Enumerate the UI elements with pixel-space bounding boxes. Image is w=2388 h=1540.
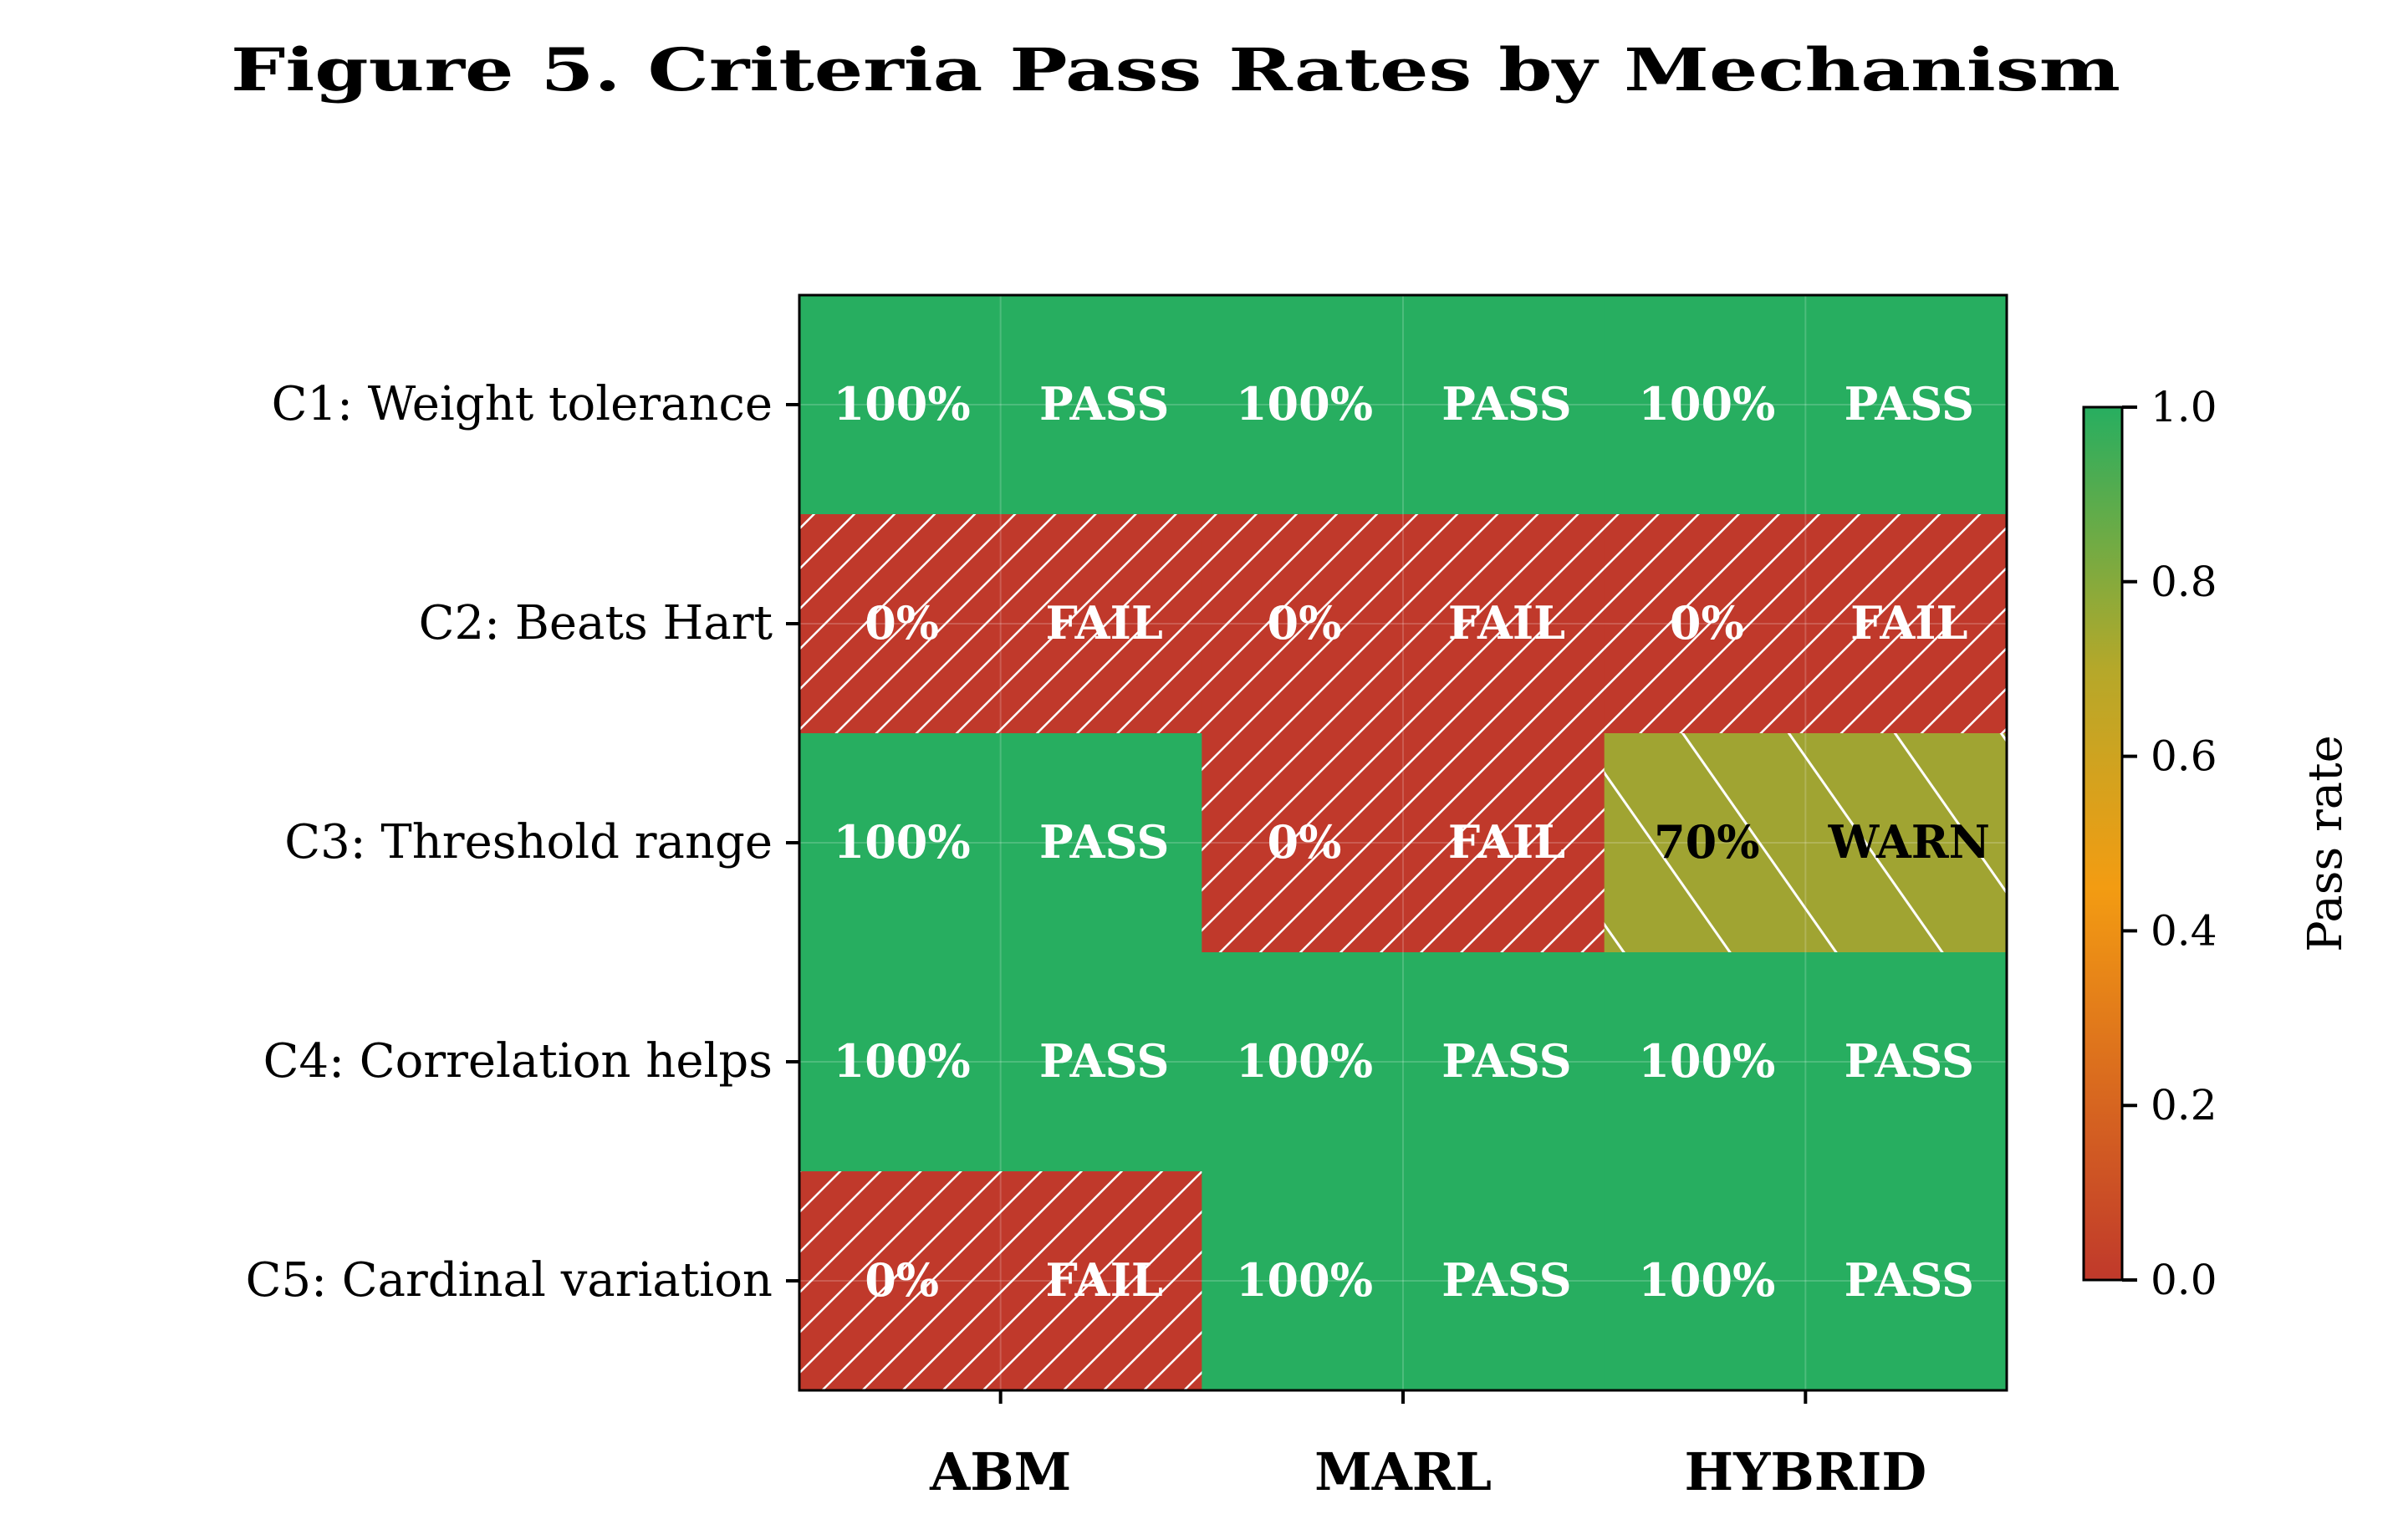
y-tick-label: C1: Weight tolerance — [272, 377, 773, 431]
y-tick-label: C4: Correlation helps — [263, 1034, 773, 1089]
cell-status-label: PASS — [1441, 1253, 1571, 1307]
x-tick-label: HYBRID — [1685, 1441, 1927, 1502]
heatmap-cell — [1202, 952, 1605, 1172]
cell-percent-label: 0% — [1268, 815, 1342, 869]
heatmap-cell — [1202, 1171, 1605, 1391]
hatch-fail — [1202, 514, 1605, 734]
cell-percent-label: 100% — [1638, 377, 1775, 431]
colorbar-tick-label: 0.6 — [2151, 732, 2217, 781]
cell-status-label: PASS — [1039, 1034, 1169, 1088]
y-tick-label: C3: Threshold range — [284, 815, 773, 869]
heatmap-cell — [1202, 295, 1605, 515]
cell-percent-label: 0% — [865, 596, 939, 650]
cell-percent-label: 0% — [1268, 596, 1342, 650]
cell-percent-label: 70% — [1654, 815, 1759, 869]
cell-percent-label: 100% — [1638, 1253, 1775, 1307]
hatch-fail — [1604, 514, 2008, 734]
cell-status-label: PASS — [1039, 377, 1169, 431]
cell-status-label: WARN — [1828, 815, 1990, 869]
cell-status-label: FAIL — [1448, 815, 1565, 869]
colorbar-label: Pass rate — [2299, 735, 2353, 952]
cell-percent-label: 100% — [834, 377, 971, 431]
heatmap-cell — [1604, 952, 2008, 1172]
cell-status-label: PASS — [1039, 815, 1169, 869]
cell-percent-label: 100% — [1236, 1253, 1373, 1307]
heatmap-cell — [799, 733, 1202, 953]
cell-percent-label: 0% — [865, 1253, 939, 1307]
colorbar-tick-label: 0.4 — [2151, 906, 2217, 955]
cell-percent-label: 0% — [1670, 596, 1744, 650]
cell-percent-label: 100% — [1236, 377, 1373, 431]
y-tick-label: C2: Beats Hart — [419, 596, 773, 650]
cell-status-label: PASS — [1845, 1034, 1974, 1088]
hatch-warn — [1604, 733, 2008, 953]
cell-percent-label: 100% — [834, 815, 971, 869]
x-tick-label: ABM — [929, 1441, 1071, 1502]
heatmap-cell — [1604, 1171, 2008, 1391]
heatmap-cell — [799, 295, 1202, 515]
cell-status-label: FAIL — [1448, 596, 1565, 650]
cell-percent-label: 100% — [1236, 1034, 1373, 1088]
cell-status-label: FAIL — [1046, 1253, 1163, 1307]
colorbar — [2082, 405, 2124, 1282]
cell-status-label: PASS — [1845, 1253, 1974, 1307]
cell-status-label: FAIL — [1046, 596, 1163, 650]
chart-title: Figure 5. Criteria Pass Rates by Mechani… — [231, 35, 2120, 105]
colorbar-tick-label: 0.0 — [2151, 1256, 2217, 1304]
cell-percent-label: 100% — [834, 1034, 971, 1088]
cell-status-label: PASS — [1845, 377, 1974, 431]
hatch-fail — [1202, 733, 1605, 953]
heatmap-cell — [799, 952, 1202, 1172]
colorbar-tick-label: 0.2 — [2151, 1081, 2217, 1130]
heatmap-cell — [1604, 295, 2008, 515]
cell-percent-label: 100% — [1638, 1034, 1775, 1088]
cell-status-label: PASS — [1441, 377, 1571, 431]
colorbar-tick-label: 1.0 — [2151, 383, 2217, 431]
x-tick-label: MARL — [1314, 1441, 1492, 1502]
colorbar-tick-label: 0.8 — [2151, 558, 2217, 606]
cell-status-label: FAIL — [1850, 596, 1967, 650]
hatch-fail — [799, 1171, 1202, 1391]
y-tick-label: C5: Cardinal variation — [246, 1253, 773, 1308]
cell-status-label: PASS — [1441, 1034, 1571, 1088]
hatch-fail — [799, 514, 1202, 734]
